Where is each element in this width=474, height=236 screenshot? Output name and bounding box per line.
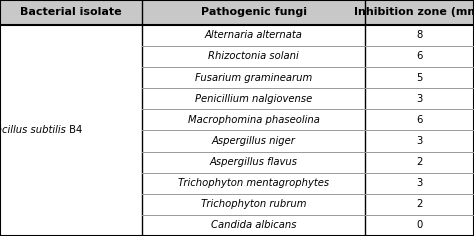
Text: 6: 6 — [416, 51, 423, 61]
Text: 2: 2 — [416, 199, 423, 209]
Text: Trichophyton mentagrophytes: Trichophyton mentagrophytes — [178, 178, 329, 188]
Text: 3: 3 — [416, 136, 423, 146]
Text: 8: 8 — [416, 30, 423, 40]
Text: 3: 3 — [416, 94, 423, 104]
Text: Aspergillus niger: Aspergillus niger — [212, 136, 295, 146]
Text: Fusarium graminearum: Fusarium graminearum — [195, 73, 312, 83]
Text: Alternaria alternata: Alternaria alternata — [205, 30, 302, 40]
Text: Rhizoctonia solani: Rhizoctonia solani — [208, 51, 299, 61]
Text: Aspergillus flavus: Aspergillus flavus — [210, 157, 298, 167]
Text: Candida albicans: Candida albicans — [211, 220, 296, 230]
Text: Penicillium nalgiovense: Penicillium nalgiovense — [195, 94, 312, 104]
Text: Bacillus subtilis: Bacillus subtilis — [0, 125, 66, 135]
Text: 3: 3 — [416, 178, 423, 188]
Text: 6: 6 — [416, 115, 423, 125]
Text: Bacterial isolate: Bacterial isolate — [20, 7, 122, 17]
Text: Macrophomina phaseolina: Macrophomina phaseolina — [188, 115, 319, 125]
Text: Trichophyton rubrum: Trichophyton rubrum — [201, 199, 306, 209]
Text: 5: 5 — [416, 73, 423, 83]
Text: B4: B4 — [66, 125, 82, 135]
Text: 2: 2 — [416, 157, 423, 167]
Text: Pathogenic fungi: Pathogenic fungi — [201, 7, 307, 17]
Text: Inhibition zone (mm): Inhibition zone (mm) — [355, 7, 474, 17]
Text: 0: 0 — [416, 220, 423, 230]
Bar — [0, 0, 474, 25]
